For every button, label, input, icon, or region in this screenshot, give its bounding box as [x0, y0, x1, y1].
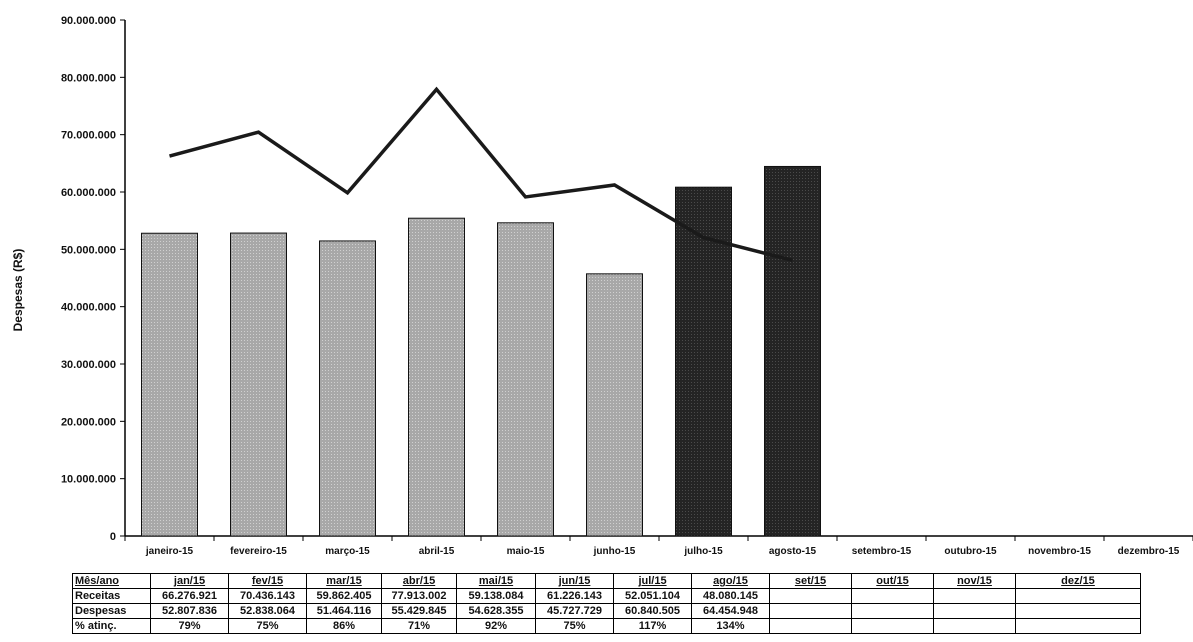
x-tick-label: fevereiro-15 — [230, 546, 287, 557]
table-cell — [769, 618, 852, 634]
bar — [408, 217, 465, 537]
y-tick-label: 70.000.000 — [61, 130, 116, 142]
table-cell — [933, 588, 1016, 604]
x-tick-label: julho-15 — [683, 546, 723, 557]
table-header-cell: mai/15 — [456, 573, 536, 589]
table-cell: 54.628.355 — [456, 603, 536, 619]
table-row-label: Receitas — [72, 588, 151, 604]
bar — [586, 273, 643, 537]
table-header-cell: set/15 — [769, 573, 852, 589]
table-header-row: Mês/ano jan/15 fev/15 mar/15 abr/15 mai/… — [72, 573, 1141, 589]
table-cell: 70.436.143 — [228, 588, 307, 604]
y-tick-label: 30.000.000 — [61, 359, 116, 371]
table-cell: 59.862.405 — [306, 588, 382, 604]
table-row: % atinç. 79% 75% 86% 71% 92% 75% 117% 13… — [72, 618, 1141, 634]
chart-area: 0 10.000.000 20.000.000 30.000.000 40.000.00… — [11, 15, 1193, 557]
table-cell: 52.807.836 — [150, 603, 229, 619]
table-cell: 134% — [691, 618, 770, 634]
table-header-cell: ago/15 — [691, 573, 770, 589]
table-cell: 66.276.921 — [150, 588, 229, 604]
y-tick-label: 40.000.000 — [61, 302, 116, 314]
table-row-label: % atinç. — [72, 618, 151, 634]
table-cell — [851, 603, 934, 619]
x-tick-label: novembro-15 — [1028, 546, 1091, 557]
x-tick-label: junho-15 — [593, 546, 636, 557]
bar — [675, 186, 732, 537]
table-cell: 45.727.729 — [535, 603, 614, 619]
y-tick-label: 50.000.000 — [61, 244, 116, 256]
table-header-cell: out/15 — [851, 573, 934, 589]
table-cell: 92% — [456, 618, 536, 634]
y-tick-label: 10.000.000 — [61, 474, 116, 486]
table-header-cell: abr/15 — [381, 573, 457, 589]
table-header-cell: Mês/ano — [72, 573, 151, 589]
table-cell: 79% — [150, 618, 229, 634]
table-cell: 86% — [306, 618, 382, 634]
table-cell — [1015, 618, 1141, 634]
table-header-cell: nov/15 — [933, 573, 1016, 589]
bar — [319, 240, 376, 537]
bar — [230, 232, 287, 537]
x-tick-label: março-15 — [325, 546, 370, 557]
table-header-cell: jul/15 — [613, 573, 692, 589]
table-cell: 59.138.084 — [456, 588, 536, 604]
y-tick-label: 0 — [110, 531, 116, 543]
table-cell: 64.454.948 — [691, 603, 770, 619]
bar — [141, 232, 198, 537]
x-tick-label: setembro-15 — [852, 546, 912, 557]
bar — [764, 165, 821, 537]
table-cell: 61.226.143 — [535, 588, 614, 604]
table-cell: 60.840.505 — [613, 603, 692, 619]
table-cell — [933, 618, 1016, 634]
table-cell: 52.051.104 — [613, 588, 692, 604]
table-cell: 55.429.845 — [381, 603, 457, 619]
receitas-line — [169, 86, 793, 263]
table-header-cell: mar/15 — [306, 573, 382, 589]
table-cell: 75% — [228, 618, 307, 634]
x-tick-label: maio-15 — [507, 546, 545, 557]
y-axis-label: Despesas (R$) — [11, 249, 25, 332]
x-tick-label: dezembro-15 — [1118, 546, 1180, 557]
table-header-cell: jan/15 — [150, 573, 229, 589]
y-tick-label: 80.000.000 — [61, 72, 116, 84]
table-cell: 52.838.064 — [228, 603, 307, 619]
table-cell: 117% — [613, 618, 692, 634]
table-cell: 71% — [381, 618, 457, 634]
table-cell — [769, 603, 852, 619]
x-tick-label: abril-15 — [419, 546, 455, 557]
table-cell: 48.080.145 — [691, 588, 770, 604]
table-cell: 75% — [535, 618, 614, 634]
table-header-cell: fev/15 — [228, 573, 307, 589]
table-header-cell: dez/15 — [1015, 573, 1141, 589]
y-tick-label: 60.000.000 — [61, 187, 116, 199]
table-cell: 77.913.002 — [381, 588, 457, 604]
data-table: Mês/ano jan/15 fev/15 mar/15 abr/15 mai/… — [72, 573, 1141, 634]
table-row-label: Despesas — [72, 603, 151, 619]
y-tick-label: 20.000.000 — [61, 416, 116, 428]
x-tick-label: agosto-15 — [769, 546, 817, 557]
table-cell — [769, 588, 852, 604]
table-cell: 51.464.116 — [306, 603, 382, 619]
x-tick-label: outubro-15 — [944, 546, 997, 557]
table-header-cell: jun/15 — [535, 573, 614, 589]
y-tick-label: 90.000.000 — [61, 15, 116, 27]
x-tick-label: janeiro-15 — [145, 546, 194, 557]
bar — [497, 222, 554, 537]
table-row: Despesas 52.807.836 52.838.064 51.464.11… — [72, 603, 1141, 619]
table-cell — [1015, 603, 1141, 619]
table-cell — [933, 603, 1016, 619]
table-row: Receitas 66.276.921 70.436.143 59.862.40… — [72, 588, 1141, 604]
plot-area: 0 10.000.000 20.000.000 30.000.000 40.000.00… — [61, 15, 1193, 557]
table-cell — [851, 618, 934, 634]
table-cell — [851, 588, 934, 604]
table-cell — [1015, 588, 1141, 604]
